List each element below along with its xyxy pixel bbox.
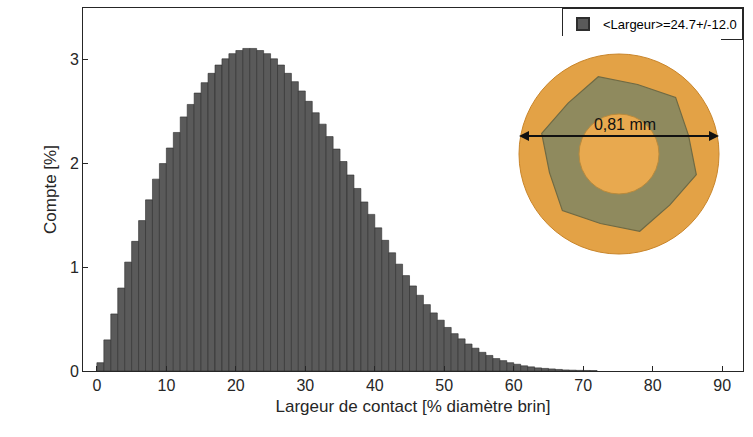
svg-text:20: 20 — [227, 377, 245, 394]
svg-text:90: 90 — [713, 377, 731, 394]
svg-text:60: 60 — [505, 377, 523, 394]
svg-text:50: 50 — [435, 377, 453, 394]
svg-text:70: 70 — [574, 377, 592, 394]
svg-text:80: 80 — [644, 377, 662, 394]
svg-text:Largeur de contact [% diamètre: Largeur de contact [% diamètre brin] — [276, 397, 551, 416]
svg-text:<Largeur>=24.7+/-12.0: <Largeur>=24.7+/-12.0 — [603, 17, 737, 32]
svg-text:0,81 mm: 0,81 mm — [594, 116, 656, 133]
svg-text:3: 3 — [70, 51, 79, 68]
svg-text:2: 2 — [70, 155, 79, 172]
svg-text:0: 0 — [92, 377, 101, 394]
svg-text:Compte [%]: Compte [%] — [41, 145, 60, 234]
svg-text:40: 40 — [366, 377, 384, 394]
svg-text:1: 1 — [70, 259, 79, 276]
svg-text:30: 30 — [296, 377, 314, 394]
svg-text:10: 10 — [157, 377, 175, 394]
svg-text:0: 0 — [70, 363, 79, 380]
